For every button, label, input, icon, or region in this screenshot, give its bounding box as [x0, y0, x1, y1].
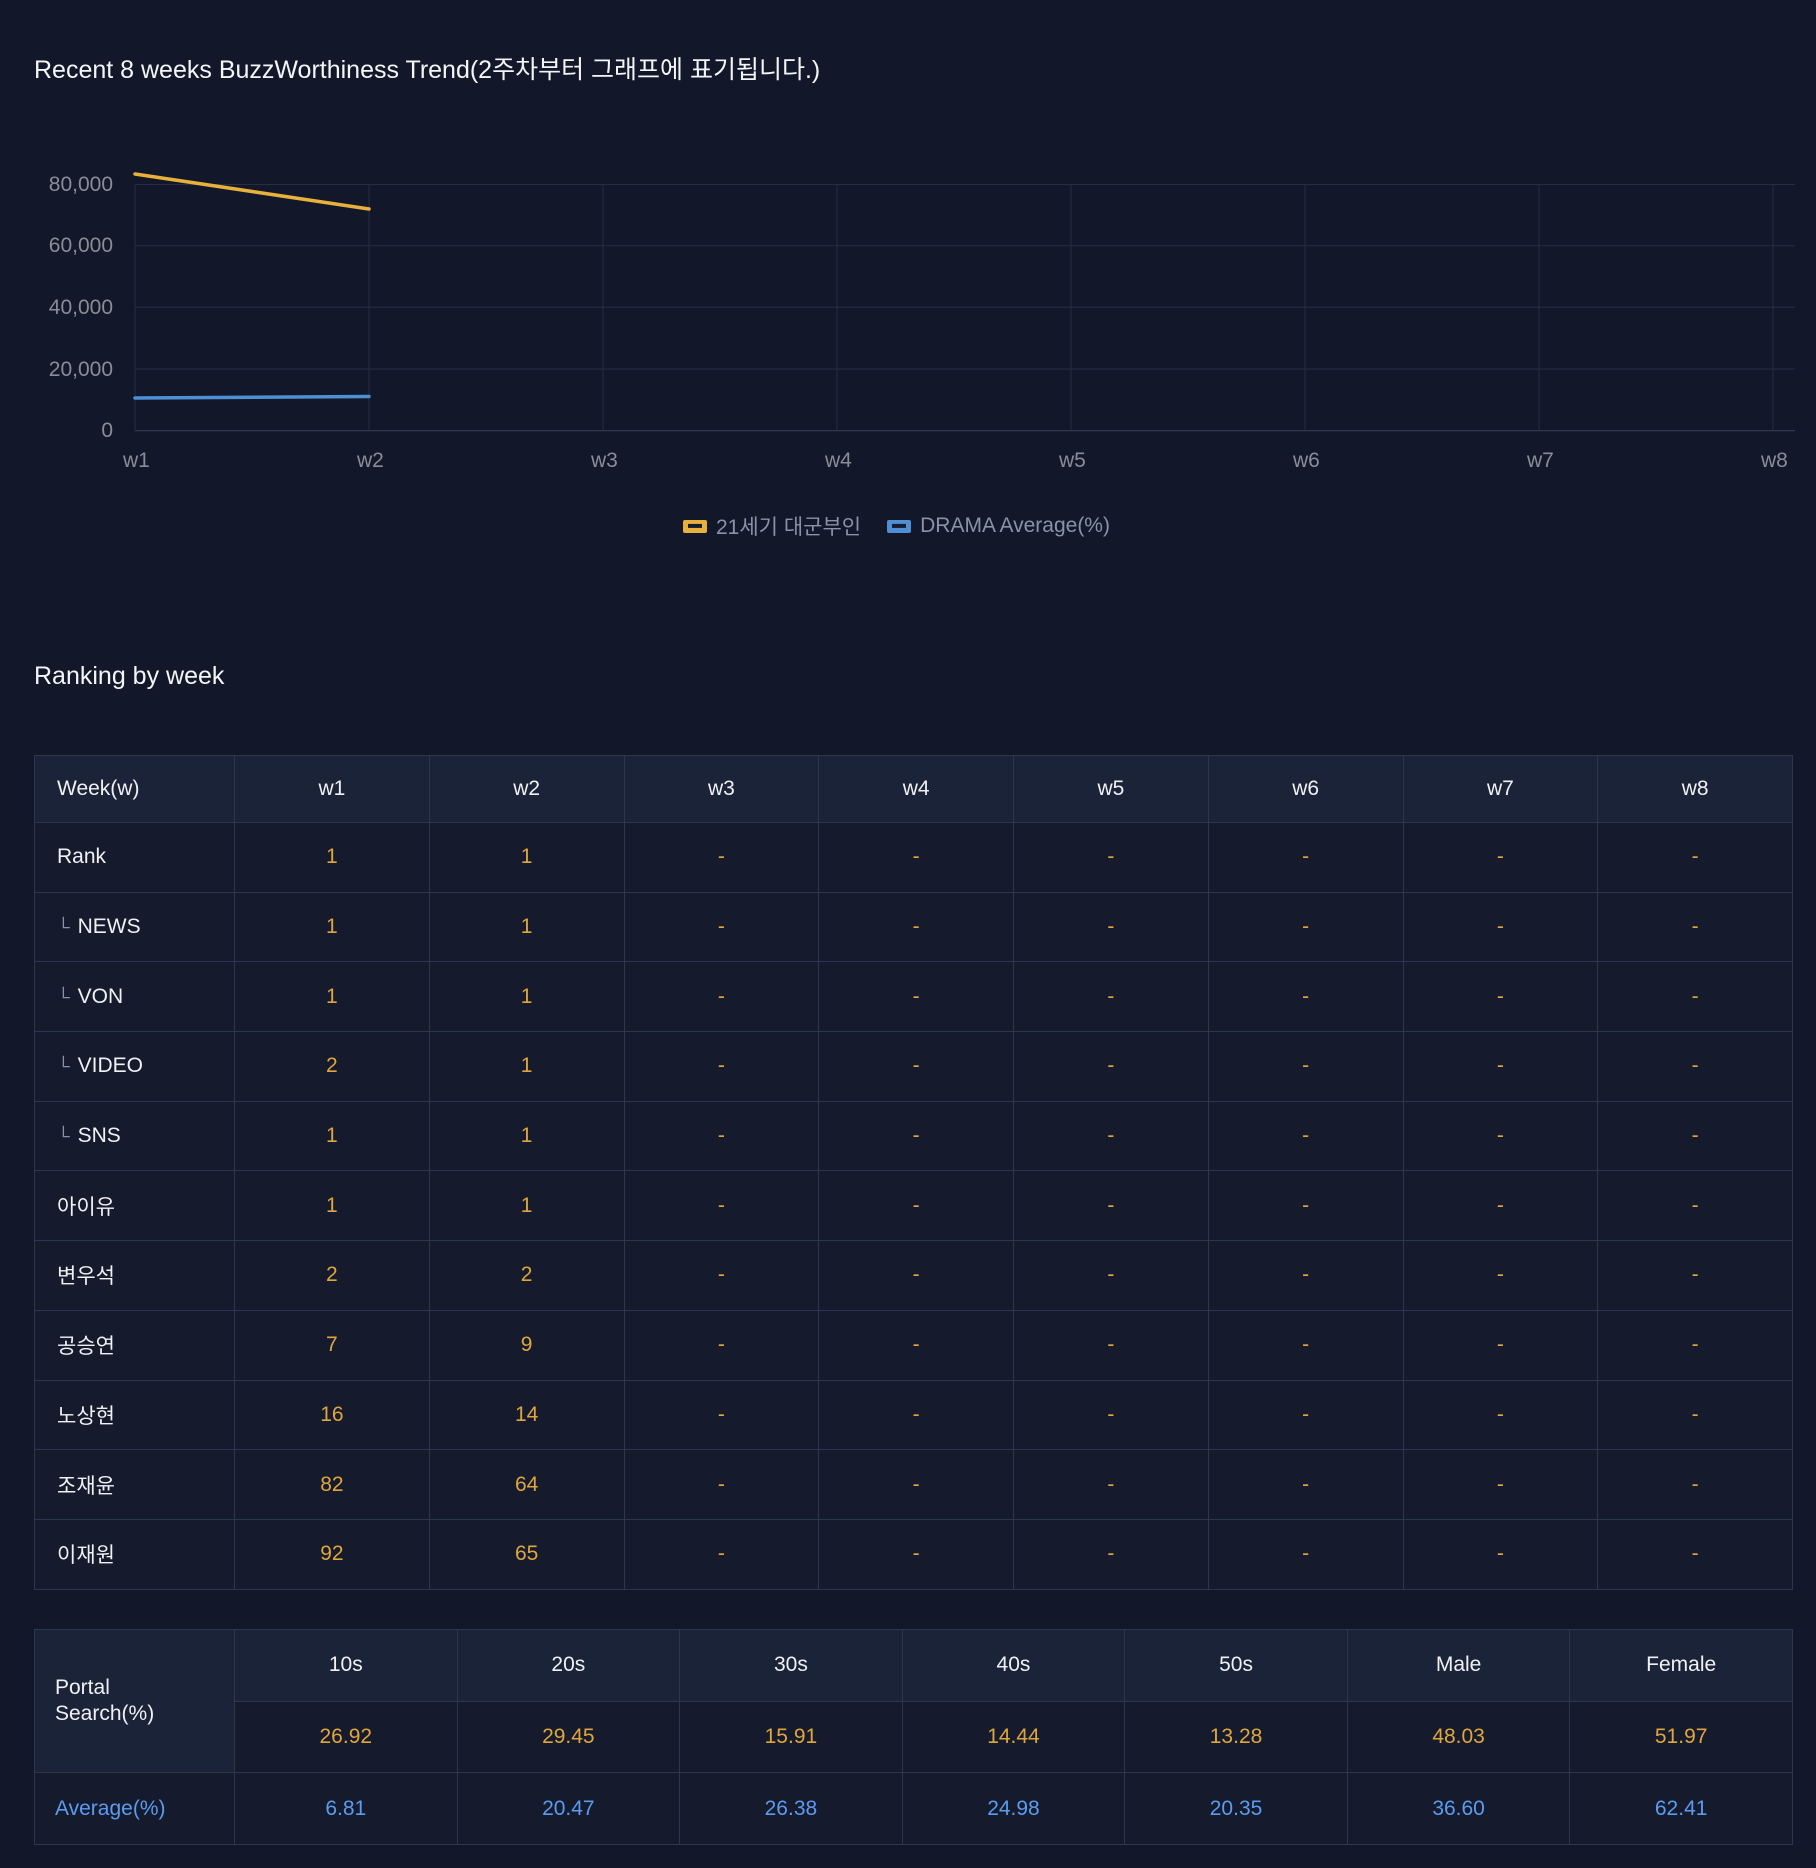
svg-text:w8: w8	[1760, 449, 1788, 472]
svg-text:60,000: 60,000	[49, 234, 113, 257]
svg-text:40,000: 40,000	[49, 296, 113, 319]
svg-text:w3: w3	[590, 449, 618, 472]
svg-text:w1: w1	[122, 449, 150, 472]
svg-text:w6: w6	[1292, 449, 1320, 472]
svg-text:20,000: 20,000	[49, 358, 113, 381]
svg-text:w5: w5	[1058, 449, 1086, 472]
svg-text:w7: w7	[1526, 449, 1554, 472]
svg-text:w2: w2	[356, 449, 384, 472]
svg-text:80,000: 80,000	[49, 173, 113, 196]
svg-text:0: 0	[101, 419, 113, 442]
svg-text:w4: w4	[824, 449, 852, 472]
